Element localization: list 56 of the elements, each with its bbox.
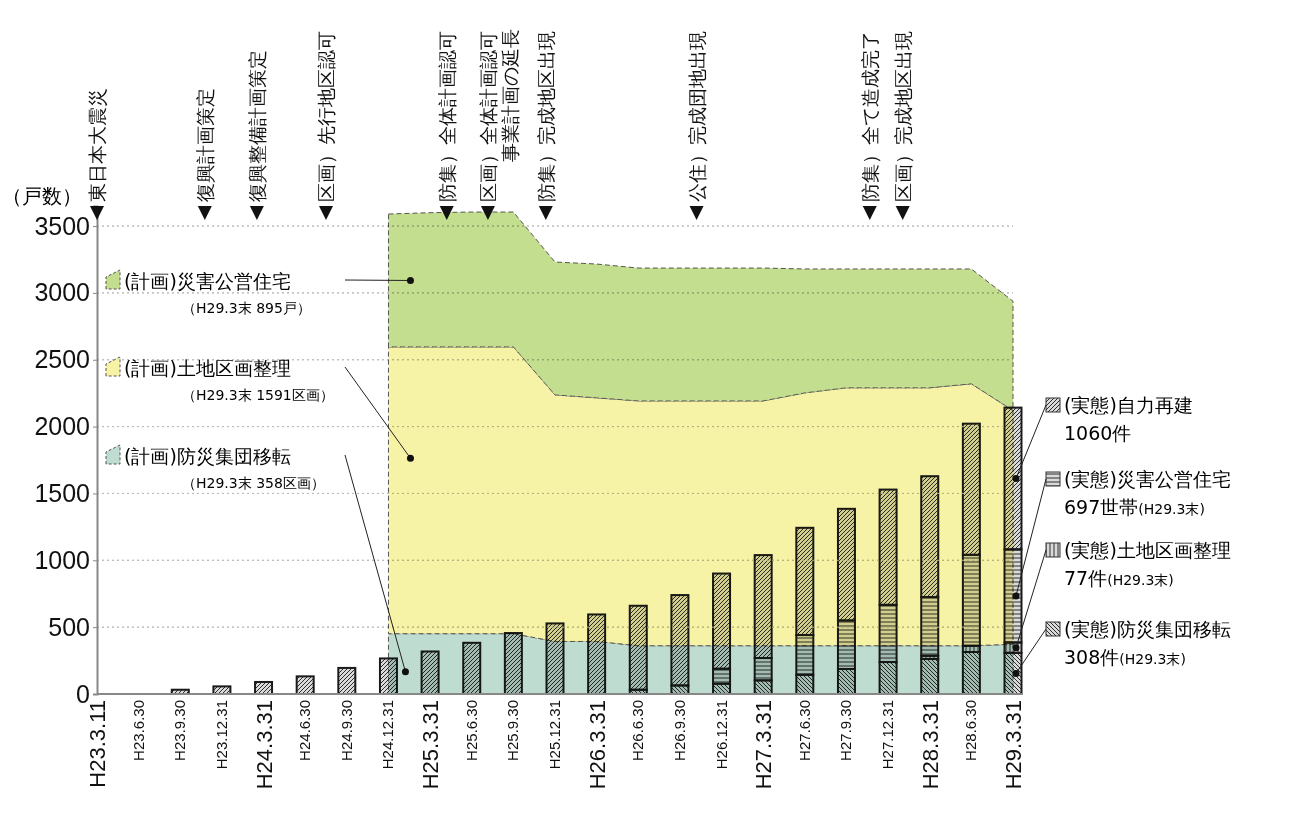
x-tick-label: H25.3.31 [418,700,444,790]
text: 防集）全て造成完了 [858,31,881,202]
text: 697世帯(H29.3末) [1064,496,1205,518]
text: 復興整備計画策定 [245,50,268,202]
text: 公住）完成団地出現 [685,31,708,202]
x-tick-label: H23.12.31 [212,700,230,770]
x-tick-label: H24.12.31 [379,700,397,770]
text: 308件(H29.3末) [1064,646,1186,668]
y-tick-label: 1000 [34,545,90,574]
legend-label: (実態)災害公営住宅 [1064,468,1231,490]
legend-label: (実態)自力再建 [1064,394,1193,416]
x-tick-label: H24.3.31 [251,700,277,790]
x-tick-label: H23.9.30 [171,700,189,761]
x-tick-label: H26.3.31 [584,700,610,790]
text: 防集）完成地区出現 [534,31,557,202]
text: 区画）完成地区出現 [891,31,914,202]
text: 1060件 [1064,422,1132,444]
text: 復興計画策定 [193,88,216,202]
y-tick-label: 1500 [34,478,90,507]
text: 区画）先行地区認可 [315,31,337,202]
x-tick-label: H28.3.31 [917,700,943,790]
legend-label: (実態)土地区画整理 [1064,539,1231,561]
y-tick-label: 0 [76,679,90,708]
annotation: （H29.3末 1591区画） [182,387,334,403]
x-tick-label: H26.12.31 [712,700,730,770]
text: 防集）全体計画認可 [435,31,458,202]
x-tick-label: H24.9.30 [337,700,355,761]
annotation: （H29.3末 895戸） [182,300,311,316]
legend-label: (実態)防災集団移転 [1064,618,1231,640]
x-tick-label: H27.9.30 [837,700,855,761]
y-tick-label: 2000 [34,412,90,441]
x-tick-label: H24.6.30 [296,700,314,761]
x-tick-label: H25.9.30 [504,700,522,761]
x-tick-label: H26.6.30 [629,700,647,761]
x-tick-label: H25.12.31 [546,700,563,770]
annotation: （H29.3末 358区画） [182,475,325,491]
text: 事業計画の延長 [499,29,522,162]
x-tick-label: H27.12.31 [879,700,897,770]
legend-label: (計画)土地区画整理 [124,357,291,379]
y-axis-title: （戸数） [2,184,82,208]
text: 区画）全体計画認可 [476,31,499,202]
x-tick-label: H26.9.30 [670,700,688,761]
y-tick-label: 2500 [34,345,90,374]
x-tick-label: H27.6.30 [795,700,813,761]
x-tick-label: H29.3.31 [1001,700,1026,790]
legend-label: (計画)災害公営住宅 [124,270,291,292]
x-tick-label: H28.6.30 [962,700,980,761]
y-tick-label: 3500 [34,211,90,240]
y-tick-label: 3000 [34,278,90,307]
x-tick-label: H27.3.31 [751,700,777,790]
text: 77件(H29.3末) [1064,567,1174,589]
legend-label: (計画)防災集団移転 [124,445,291,467]
x-tick-label: H23.6.30 [129,700,147,761]
y-tick-label: 500 [48,612,90,641]
x-tick-label: H25.6.30 [462,700,480,761]
text: 東日本大震災 [86,88,108,202]
